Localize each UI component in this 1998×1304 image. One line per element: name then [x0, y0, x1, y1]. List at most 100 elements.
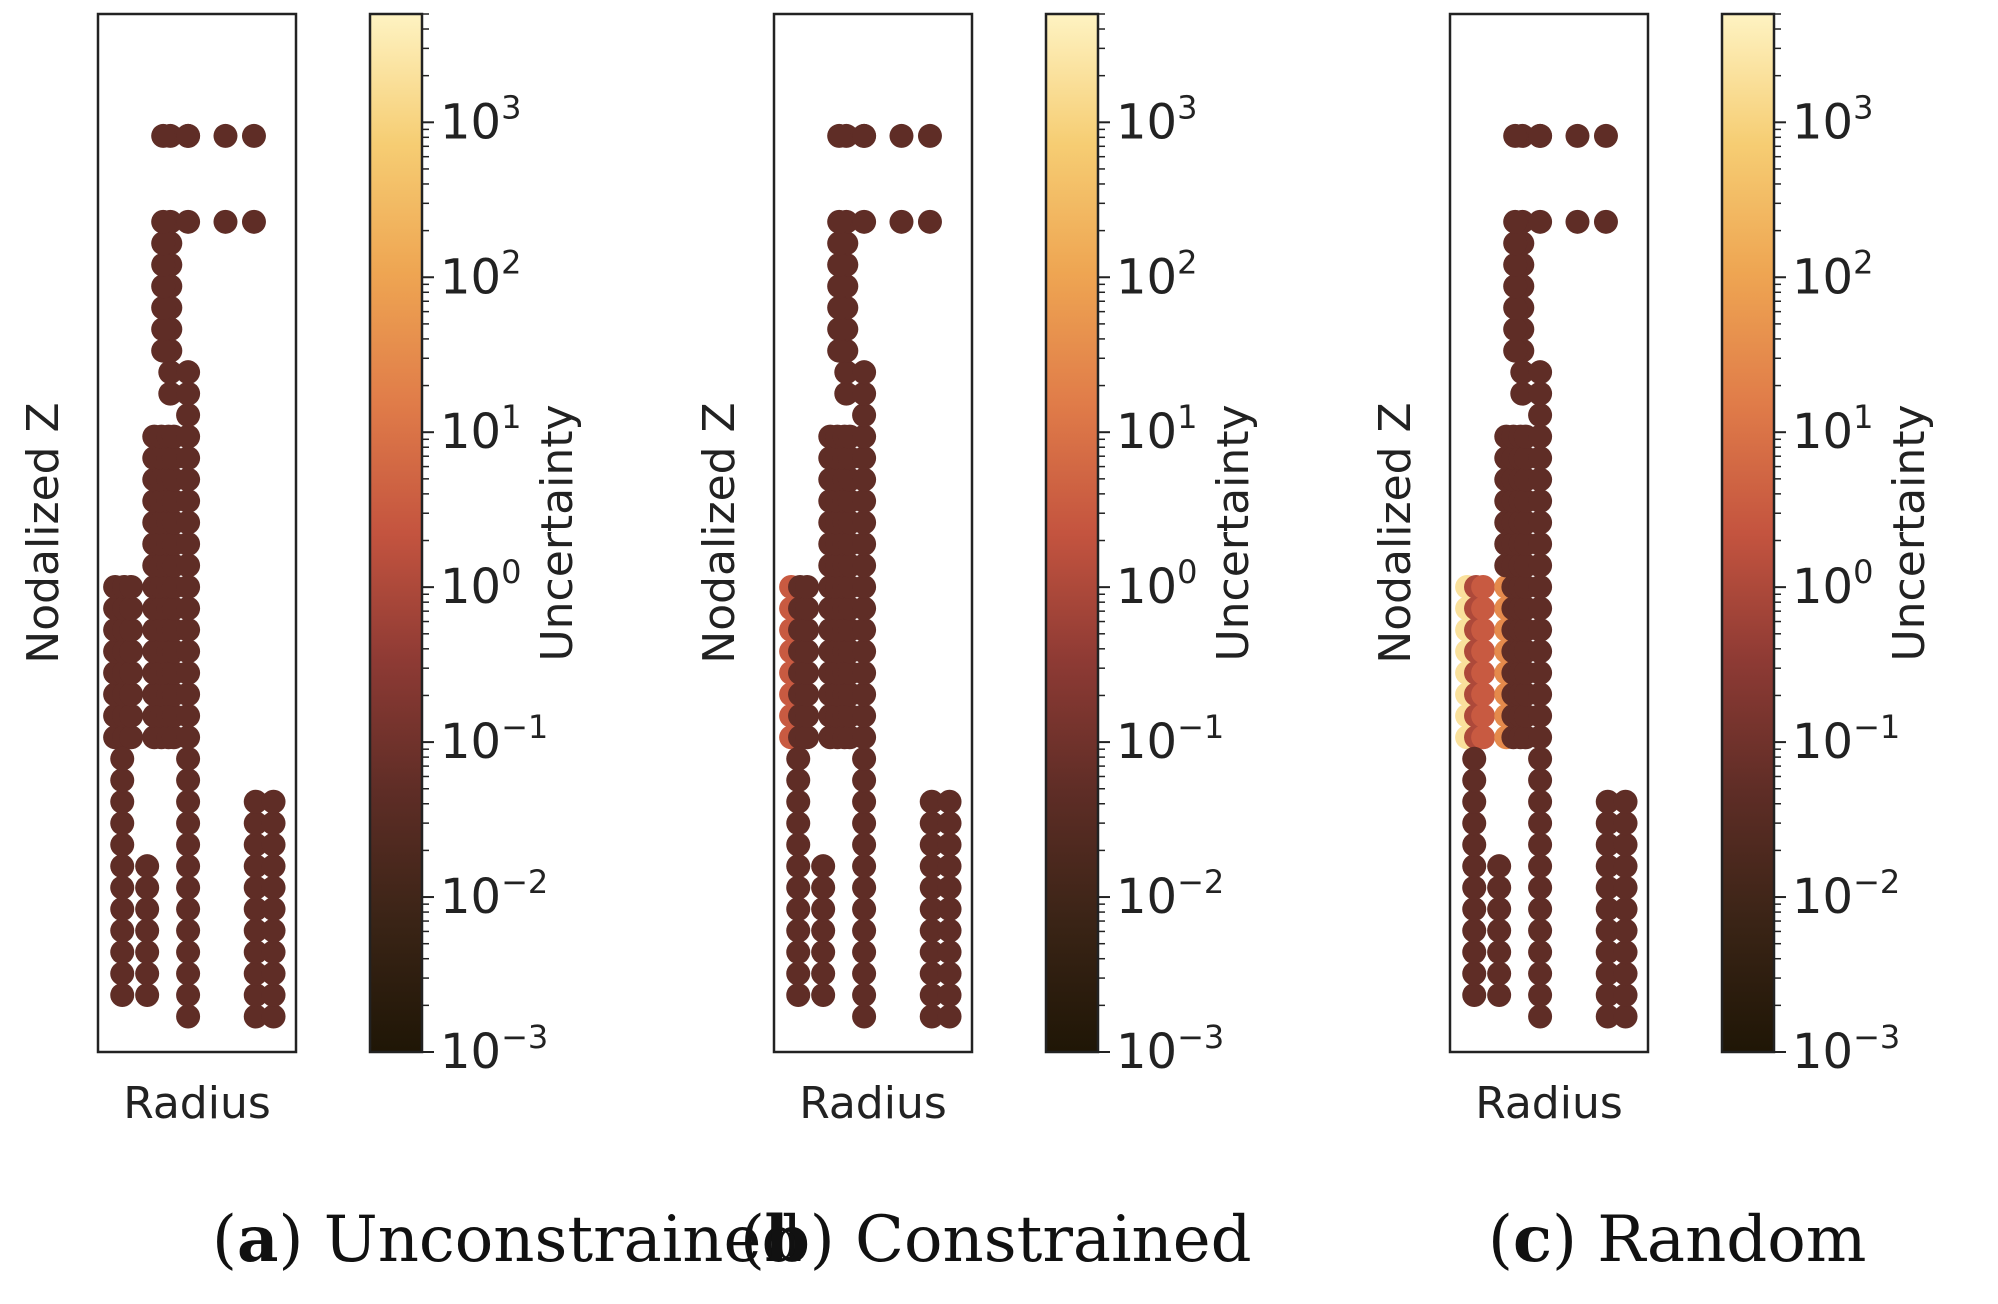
data-point: [176, 832, 201, 857]
data-point: [786, 940, 811, 965]
data-point: [937, 875, 962, 900]
data-point: [176, 596, 201, 621]
data-point: [852, 574, 877, 599]
data-point: [811, 897, 836, 922]
data-point: [811, 983, 836, 1008]
data-point: [110, 918, 135, 943]
data-point: [1595, 832, 1620, 857]
data-point: [795, 660, 820, 685]
data-point: [1471, 660, 1496, 685]
data-point: [1462, 854, 1487, 879]
data-point: [176, 746, 201, 771]
data-point: [786, 918, 811, 943]
data-point: [852, 360, 877, 385]
data-point: [1528, 832, 1553, 857]
data-point: [1595, 897, 1620, 922]
colorbar-tick-label: 100: [1792, 553, 1873, 615]
data-point: [811, 854, 836, 879]
data-point: [110, 854, 135, 879]
data-point: [1471, 596, 1496, 621]
colorbar-tick-label: 10−2: [440, 863, 548, 925]
data-point: [1528, 596, 1553, 621]
data-point: [176, 510, 201, 535]
data-point: [795, 703, 820, 728]
data-point: [261, 983, 286, 1008]
data-point: [1528, 811, 1553, 836]
data-point: [151, 123, 176, 148]
data-point: [1528, 768, 1553, 793]
data-point: [1487, 918, 1512, 943]
data-point: [1528, 961, 1553, 986]
data-point: [158, 381, 183, 406]
colorbar: [1044, 12, 1100, 1054]
data-point: [1462, 811, 1487, 836]
data-point: [243, 897, 268, 922]
data-point: [1462, 983, 1487, 1008]
data-point: [795, 617, 820, 642]
data-point: [1528, 682, 1553, 707]
caption-a-letter: a: [236, 1202, 279, 1277]
data-point: [119, 725, 144, 750]
data-point: [852, 789, 877, 814]
data-point: [261, 789, 286, 814]
data-point: [852, 918, 877, 943]
data-point: [937, 983, 962, 1008]
data-point: [852, 553, 877, 578]
caption-b-text: Constrained: [855, 1203, 1252, 1277]
data-point: [919, 875, 944, 900]
data-point: [119, 574, 144, 599]
data-point: [917, 123, 942, 148]
colorbar-tick-label: 101: [1116, 398, 1197, 460]
data-point: [852, 682, 877, 707]
data-point: [135, 918, 160, 943]
data-point: [1487, 940, 1512, 965]
data-point: [261, 875, 286, 900]
data-point: [811, 918, 836, 943]
data-point: [176, 489, 201, 514]
data-point: [937, 897, 962, 922]
data-point: [1595, 1004, 1620, 1029]
data-point: [110, 789, 135, 814]
data-point: [1503, 252, 1528, 277]
data-point: [852, 940, 877, 965]
colorbar-label: Uncertainty: [532, 404, 583, 661]
data-point: [176, 725, 201, 750]
data-point: [795, 574, 820, 599]
data-point: [919, 940, 944, 965]
data-point: [176, 639, 201, 664]
data-point: [261, 918, 286, 943]
data-point: [852, 489, 877, 514]
data-point: [241, 209, 266, 234]
panel-b: Radius Nodalized Z 103 102 101 100 10−1 10−2 10−…: [694, 12, 1259, 1129]
data-point: [176, 918, 201, 943]
data-point: [1565, 123, 1590, 148]
data-point: [1565, 209, 1590, 234]
data-point: [1528, 403, 1553, 428]
data-point: [852, 746, 877, 771]
colorbar-tick-label: 100: [1116, 553, 1197, 615]
data-point: [1595, 983, 1620, 1008]
data-point: [937, 832, 962, 857]
data-point: [919, 918, 944, 943]
data-point: [176, 789, 201, 814]
data-point: [176, 897, 201, 922]
panel-c: Radius Nodalized Z 103 102 101 100 10−1 10−2 10−…: [1370, 12, 1935, 1129]
colorbar-tick-label: 102: [1792, 243, 1873, 305]
colorbar-tick-label: 102: [1116, 243, 1197, 305]
data-point: [1528, 875, 1553, 900]
data-point: [176, 940, 201, 965]
data-point: [1503, 274, 1528, 299]
data-point: [135, 875, 160, 900]
points: [103, 123, 286, 1029]
data-point: [852, 832, 877, 857]
data-point: [176, 961, 201, 986]
data-point: [261, 854, 286, 879]
data-point: [827, 338, 852, 363]
data-point: [261, 897, 286, 922]
data-point: [937, 1004, 962, 1029]
data-point: [151, 317, 176, 342]
data-point: [110, 832, 135, 857]
data-point: [1503, 209, 1528, 234]
data-point: [1528, 510, 1553, 535]
data-point: [1528, 123, 1553, 148]
